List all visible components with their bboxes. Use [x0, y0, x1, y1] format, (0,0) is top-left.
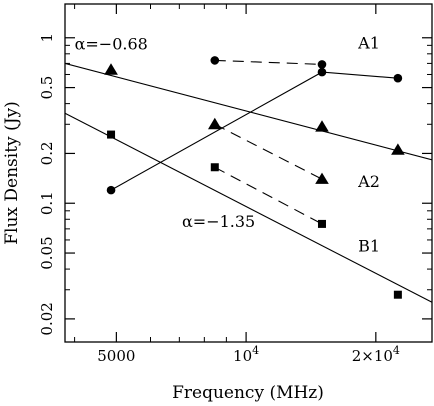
triangle-marker [315, 120, 329, 132]
fit-line [65, 62, 432, 161]
y-axis-label: Flux Density (Jy) [2, 101, 22, 245]
circle-marker [317, 60, 327, 69]
x-tick-label: 5000 [97, 347, 135, 365]
data-markers [104, 56, 405, 299]
x-tick-label: 104 [233, 344, 259, 365]
y-tick-label: 0.02 [38, 302, 56, 335]
x-axis-label: Frequency (MHz) [172, 383, 324, 403]
dashed-connector [214, 123, 323, 180]
x-tick-label: 2×104 [352, 344, 400, 365]
circle-marker [210, 56, 220, 65]
y-tick-label: 1 [38, 33, 56, 43]
circle-marker [106, 185, 116, 195]
y-tick-label: 0.2 [38, 141, 56, 165]
dashed-connector [214, 166, 323, 225]
triangle-marker [208, 117, 222, 130]
triangle-marker [315, 172, 329, 184]
axis-ticks [65, 4, 432, 342]
circle-marker [317, 67, 327, 77]
annotations: α=−0.68 α=−1.35 A1 A2 B1 [75, 34, 381, 256]
square-marker [393, 290, 402, 299]
square-marker [317, 219, 326, 228]
tick-labels: 5000 104 2×104 0.02 0.05 0.1 0.2 0.5 1 [38, 33, 400, 365]
plot-frame [64, 3, 433, 343]
annotation-label: A2 [357, 172, 380, 191]
annotation-label: α=−0.68 [75, 34, 148, 53]
chart-lines [65, 59, 432, 303]
y-tick-label: 0.05 [38, 236, 56, 269]
annotation-label: α=−1.35 [182, 212, 255, 231]
triangle-marker [104, 63, 118, 75]
annotation-label: A1 [357, 34, 380, 53]
fit-line [65, 112, 432, 303]
circle-marker [393, 73, 403, 83]
dashed-connector [214, 59, 323, 65]
annotation-label: B1 [358, 237, 380, 256]
y-tick-label: 0.5 [38, 76, 56, 100]
square-marker [210, 163, 219, 172]
triangle-marker [391, 143, 405, 155]
y-tick-label: 0.1 [38, 191, 56, 215]
fit-line [110, 71, 398, 191]
square-marker [107, 130, 116, 139]
